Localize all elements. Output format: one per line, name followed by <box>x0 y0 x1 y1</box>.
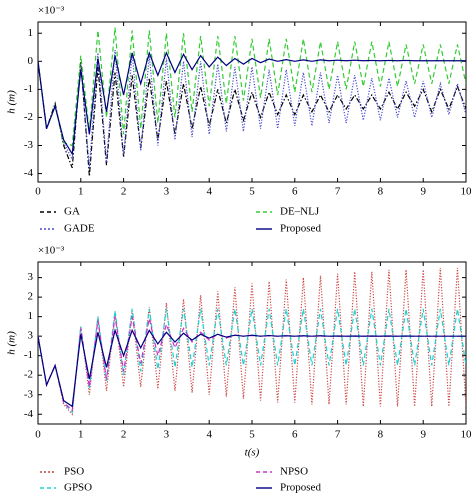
series-line <box>38 328 466 408</box>
x-tick-label: 5 <box>249 186 255 198</box>
y-tick-label: -3 <box>24 388 34 400</box>
y-tick-label: 3 <box>28 271 34 283</box>
x-tick-label: 4 <box>206 429 212 441</box>
y-axis-label: h (m) <box>6 90 18 114</box>
y-tick-label: 2 <box>28 291 34 303</box>
series-line <box>38 27 466 147</box>
y-tick-label: 3 <box>28 330 34 342</box>
x-tick-label: 3 <box>164 429 170 441</box>
x-tick-label: 8 <box>378 186 384 198</box>
x-tick-label: 6 <box>292 429 298 441</box>
legend-label: GPSO <box>64 482 92 493</box>
y-multiplier: ×10⁻³ <box>38 245 65 257</box>
x-tick-label: 2 <box>121 186 127 198</box>
series-line <box>38 267 466 416</box>
y-tick-label: -4 <box>24 408 34 420</box>
x-tick-label: 2 <box>121 429 127 441</box>
y-tick-label: -1 <box>24 83 33 95</box>
legend-label: GA <box>64 206 80 218</box>
y-tick-label: -2 <box>24 111 33 123</box>
x-tick-label: 7 <box>335 429 341 441</box>
x-tick-label: 8 <box>378 429 384 441</box>
x-tick-label: 9 <box>420 429 426 441</box>
x-tick-label: 6 <box>292 186 298 198</box>
x-tick-label: 0 <box>35 429 41 441</box>
y-tick-label: 0 <box>28 55 34 67</box>
legend-label: PSO <box>64 466 84 478</box>
x-tick-label: 7 <box>335 186 341 198</box>
x-tick-label: 1 <box>78 186 84 198</box>
y-tick-label: -2 <box>24 369 33 381</box>
legend-label: Proposed <box>280 223 321 235</box>
y-tick-label: 1 <box>28 27 34 39</box>
x-tick-label: 10 <box>461 186 473 198</box>
legend-label: Proposed <box>280 482 321 493</box>
x-tick-label: 9 <box>420 186 426 198</box>
x-axis-label: t(s) <box>245 447 260 459</box>
x-tick-label: 4 <box>206 186 212 198</box>
legend-label: NPSO <box>280 466 308 478</box>
series-line <box>38 50 466 169</box>
x-tick-label: 3 <box>164 186 170 198</box>
x-tick-label: 10 <box>461 429 473 441</box>
y-multiplier: ×10⁻³ <box>38 5 65 17</box>
y-tick-label: -4 <box>24 167 34 179</box>
x-tick-label: 0 <box>35 186 41 198</box>
y-tick-label: -3 <box>24 139 34 151</box>
y-axis-label: h (m) <box>6 331 18 355</box>
legend-label: GADE <box>64 223 95 235</box>
y-tick-label: -1 <box>24 349 33 361</box>
x-tick-label: 5 <box>249 429 255 441</box>
series-line <box>38 50 466 156</box>
x-tick-label: 1 <box>78 429 84 441</box>
series-line <box>38 308 466 414</box>
legend-label: DE–NLJ <box>280 206 320 218</box>
series-line <box>38 61 466 177</box>
y-tick-label: 1 <box>28 310 34 322</box>
